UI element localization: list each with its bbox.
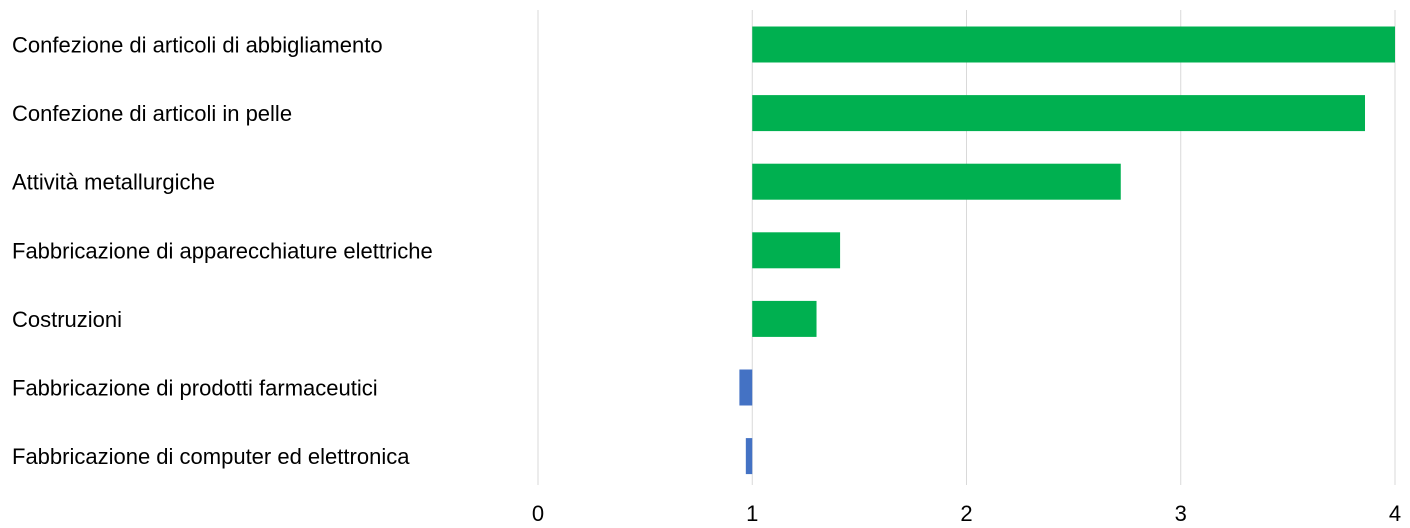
bar bbox=[745, 438, 753, 475]
bar bbox=[752, 95, 1366, 132]
category-label: Fabbricazione di prodotti farmaceutici bbox=[12, 376, 378, 401]
category-label: Confezione di articoli di abbigliamento bbox=[12, 33, 383, 58]
x-tick-label: 1 bbox=[746, 501, 758, 526]
bar bbox=[752, 26, 1395, 63]
bar bbox=[752, 163, 1121, 200]
category-label: Confezione di articoli in pelle bbox=[12, 101, 292, 126]
category-label: Attività metallurgiche bbox=[12, 170, 215, 195]
x-tick-label: 3 bbox=[1175, 501, 1187, 526]
x-axis-tick-labels: 0 1 2 3 4 bbox=[532, 501, 1401, 526]
bar bbox=[739, 369, 753, 406]
gridlines bbox=[537, 10, 1396, 485]
x-tick-label: 0 bbox=[532, 501, 544, 526]
bar bbox=[752, 300, 817, 337]
x-tick-label: 2 bbox=[960, 501, 972, 526]
bars bbox=[739, 26, 1395, 475]
category-label: Fabbricazione di computer ed elettronica bbox=[12, 444, 410, 469]
category-label: Fabbricazione di apparecchiature elettri… bbox=[12, 238, 433, 263]
category-label: Costruzioni bbox=[12, 307, 122, 332]
bar bbox=[752, 232, 841, 269]
x-tick-label: 4 bbox=[1389, 501, 1401, 526]
category-labels: Confezione di articoli di abbigliamento C… bbox=[12, 33, 433, 470]
